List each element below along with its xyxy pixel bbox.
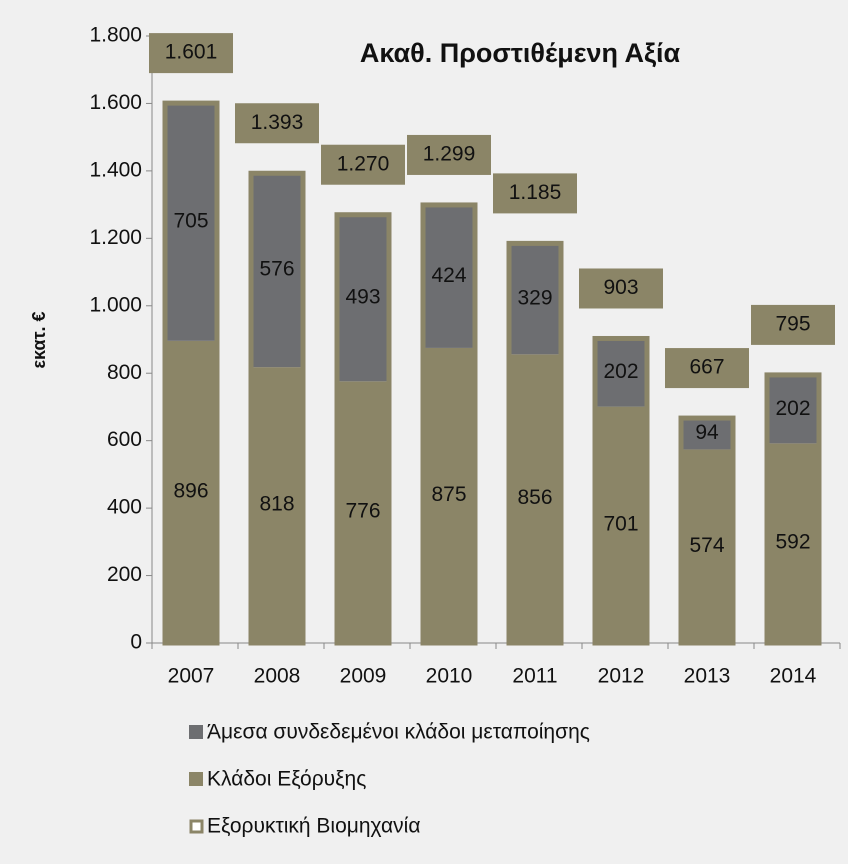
legend-marker bbox=[189, 819, 204, 834]
data-label: 574 bbox=[689, 534, 724, 557]
x-tick-label: 2008 bbox=[254, 665, 301, 688]
data-label: 493 bbox=[345, 286, 380, 309]
x-tick-label: 2011 bbox=[512, 665, 557, 688]
total-outline bbox=[420, 202, 478, 646]
y-tick-label: 600 bbox=[107, 428, 142, 451]
x-tick-label: 2013 bbox=[684, 665, 731, 688]
y-tick-label: 1.800 bbox=[89, 24, 142, 47]
total-label-box bbox=[149, 33, 233, 74]
x-tick-label: 2010 bbox=[426, 665, 473, 688]
data-label: 202 bbox=[775, 397, 810, 420]
total-label: 1.601 bbox=[165, 41, 218, 64]
chart-title: Ακαθ. Προστιθέμενη Αξία bbox=[360, 38, 681, 68]
total-label: 795 bbox=[775, 312, 810, 335]
bar-segment bbox=[337, 215, 389, 382]
y-tick-label: 1.600 bbox=[89, 91, 142, 114]
x-tick-label: 2009 bbox=[340, 665, 387, 688]
total-outline bbox=[248, 170, 306, 646]
data-label: 94 bbox=[695, 421, 719, 444]
data-label: 701 bbox=[603, 512, 638, 535]
y-tick-label: 1.400 bbox=[89, 158, 142, 181]
total-label-box bbox=[493, 173, 577, 214]
y-tick-label: 1.000 bbox=[89, 293, 142, 316]
y-tick-label: 400 bbox=[107, 496, 142, 519]
y-tick-label: 200 bbox=[107, 563, 142, 586]
bar-segment bbox=[165, 340, 217, 643]
y-tick-label: 800 bbox=[107, 361, 142, 384]
bar-segment bbox=[681, 417, 733, 450]
total-label: 903 bbox=[603, 276, 638, 299]
total-label-box bbox=[579, 268, 663, 309]
x-tick-label: 2012 bbox=[598, 665, 645, 688]
bar-segment bbox=[681, 449, 733, 643]
legend-label: Κλάδοι Εξόρυξης bbox=[207, 768, 366, 791]
bar-segment bbox=[251, 367, 303, 643]
total-label: 1.270 bbox=[337, 152, 390, 175]
total-label: 667 bbox=[689, 356, 724, 379]
bar-segment bbox=[767, 375, 819, 444]
legend-marker bbox=[189, 772, 203, 786]
bar-segment bbox=[337, 381, 389, 643]
bar-segment bbox=[767, 443, 819, 643]
data-label: 856 bbox=[517, 486, 552, 509]
total-label-box bbox=[235, 103, 319, 144]
data-label: 329 bbox=[517, 286, 552, 309]
data-label: 875 bbox=[431, 483, 466, 506]
total-outline bbox=[506, 240, 564, 646]
x-tick-label: 2014 bbox=[770, 665, 817, 688]
total-outline bbox=[592, 335, 650, 646]
total-outline bbox=[678, 415, 736, 646]
bar-segment bbox=[251, 172, 303, 368]
total-label-box bbox=[407, 134, 491, 175]
legend-marker bbox=[189, 725, 203, 739]
data-label: 424 bbox=[431, 264, 466, 287]
x-tick-label: 2007 bbox=[168, 665, 215, 688]
data-label: 818 bbox=[259, 493, 294, 516]
bar-segment bbox=[423, 204, 475, 348]
data-label: 705 bbox=[173, 210, 208, 233]
total-outline bbox=[334, 212, 392, 646]
legend-label: Εξορυκτική Βιομηχανία bbox=[207, 815, 420, 838]
bar-segment bbox=[423, 347, 475, 643]
data-label: 896 bbox=[173, 479, 208, 502]
total-label: 1.393 bbox=[251, 111, 304, 134]
data-label: 776 bbox=[345, 500, 380, 523]
total-label-box bbox=[665, 348, 749, 389]
y-tick-label: 0 bbox=[130, 631, 142, 654]
bar-segment bbox=[595, 406, 647, 643]
total-label-box bbox=[321, 144, 405, 185]
bar-segment bbox=[595, 338, 647, 407]
y-axis-title: εκατ. € bbox=[29, 311, 49, 368]
data-label: 592 bbox=[775, 531, 810, 554]
total-outline bbox=[162, 100, 220, 646]
bar-segment bbox=[165, 103, 217, 341]
y-tick-label: 1.200 bbox=[89, 226, 142, 249]
data-label: 576 bbox=[259, 258, 294, 281]
data-label: 202 bbox=[603, 360, 638, 383]
total-label: 1.185 bbox=[509, 181, 562, 204]
total-outline bbox=[764, 372, 822, 646]
total-label: 1.299 bbox=[423, 142, 476, 165]
bar-segment bbox=[509, 243, 561, 355]
total-label-box bbox=[751, 304, 835, 345]
bar-segment bbox=[509, 354, 561, 643]
legend-label: Άμεσα συνδεδεμένοι κλάδοι μεταποίησης bbox=[207, 721, 590, 744]
